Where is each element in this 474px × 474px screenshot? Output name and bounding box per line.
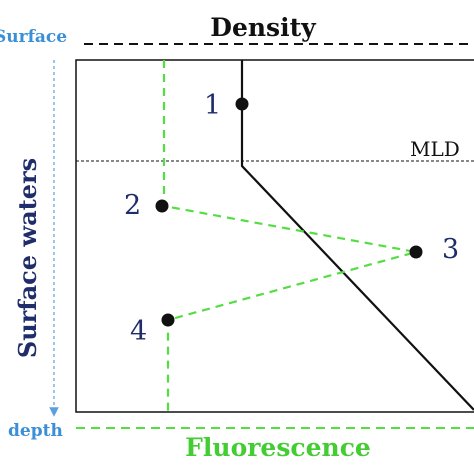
point-4-marker [161, 313, 175, 327]
point-2-label: 2 [124, 190, 141, 221]
fluorescence-title: Fluorescence [185, 433, 371, 462]
plot-frame [75, 59, 474, 413]
fluorescence-profile-line [162, 60, 417, 412]
depth-label: depth [8, 421, 63, 441]
density-title: Density [210, 13, 317, 42]
density-profile-line [240, 60, 474, 411]
point-2-marker [155, 199, 169, 213]
point-3-marker [409, 245, 423, 259]
mld-label: MLD [410, 137, 460, 161]
surface-label: Surface [0, 27, 67, 47]
point-4-label: 4 [130, 316, 147, 347]
point-1-label: 1 [204, 90, 221, 121]
surface-waters-label: Surface waters [13, 158, 42, 358]
point-3-label: 3 [442, 234, 459, 265]
point-1-marker [235, 97, 249, 111]
